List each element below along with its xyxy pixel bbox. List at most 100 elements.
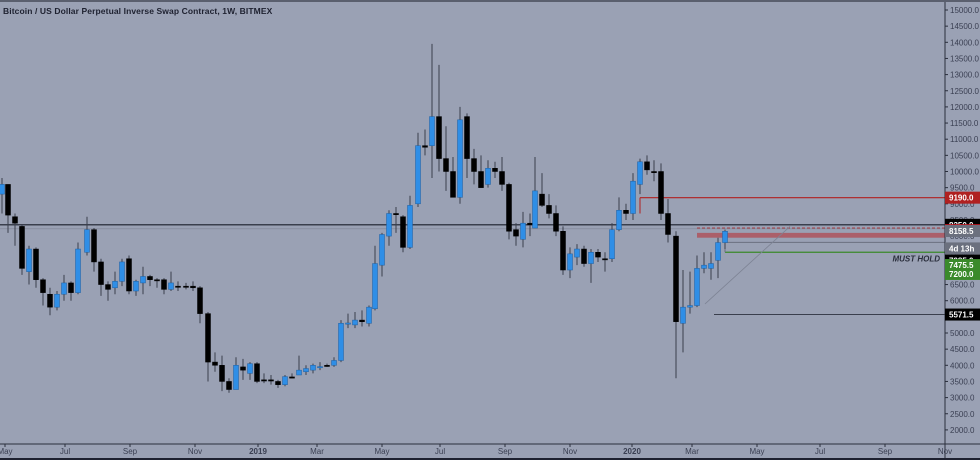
candle-down bbox=[644, 161, 650, 171]
candle-down bbox=[126, 258, 132, 292]
candle-down bbox=[492, 168, 498, 172]
candle-down bbox=[513, 229, 519, 237]
price-tag bbox=[945, 267, 980, 280]
horizontal-levels[interactable] bbox=[0, 197, 945, 316]
candle-down bbox=[219, 365, 225, 382]
price-tick-label: 9500.0 bbox=[950, 184, 975, 193]
price-tag bbox=[945, 308, 980, 321]
price-tick-label: 13500.0 bbox=[950, 54, 979, 63]
price-tick-label: 10500.0 bbox=[950, 151, 979, 160]
candle-down bbox=[226, 381, 232, 390]
price-tag-label: 7200.0 bbox=[949, 270, 974, 279]
candle-up bbox=[317, 366, 323, 369]
candle-up bbox=[310, 365, 316, 371]
candle-down bbox=[268, 379, 274, 382]
candle-down bbox=[197, 287, 203, 314]
level-red-zone[interactable] bbox=[697, 232, 945, 238]
time-tick-label: Mar bbox=[310, 447, 324, 456]
time-tick-label: 2020 bbox=[623, 447, 641, 456]
time-tick-label: May bbox=[749, 447, 764, 456]
candle-down bbox=[289, 376, 295, 379]
candle-up bbox=[567, 253, 573, 271]
price-tick-label: 11500.0 bbox=[950, 119, 979, 128]
candle-down bbox=[651, 171, 657, 173]
price-tick-label: 14000.0 bbox=[950, 38, 979, 47]
candle-up bbox=[282, 376, 288, 385]
candle-up bbox=[520, 222, 526, 240]
candle-up bbox=[630, 180, 636, 214]
candle-down bbox=[623, 210, 629, 214]
candle-down bbox=[261, 379, 267, 382]
price-tick-label: 14500.0 bbox=[950, 22, 979, 31]
candle-down bbox=[581, 248, 587, 264]
candle-down bbox=[12, 216, 18, 224]
price-tick-label: 12500.0 bbox=[950, 87, 979, 96]
candle-up bbox=[687, 305, 693, 308]
candle-down bbox=[499, 171, 505, 185]
price-tags: 9190.08350.08184.58158.54d 13h7985.07806… bbox=[892, 191, 980, 321]
price-tick-label: 3000.0 bbox=[950, 394, 975, 403]
candle-down bbox=[527, 222, 533, 226]
price-tag-label: 4d 13h bbox=[949, 244, 974, 253]
candle-down bbox=[40, 279, 46, 293]
candle-down bbox=[359, 319, 365, 322]
candle-down bbox=[5, 184, 11, 216]
candle-up bbox=[338, 323, 344, 361]
price-tick-label: 5000.0 bbox=[950, 329, 975, 338]
candle-down bbox=[147, 276, 153, 280]
candle-down bbox=[190, 285, 196, 289]
candle-up bbox=[303, 368, 309, 373]
time-tick-label: Nov bbox=[188, 447, 202, 456]
time-tick-label: Jul bbox=[435, 447, 445, 456]
time-tick-label: Sep bbox=[123, 447, 138, 456]
time-tick-label: 2019 bbox=[249, 447, 267, 456]
candle-down bbox=[105, 284, 111, 290]
candle-up bbox=[168, 282, 174, 290]
ascending-trendline[interactable] bbox=[704, 226, 791, 305]
time-tick-label: Nov bbox=[563, 447, 577, 456]
candle-up bbox=[680, 306, 686, 324]
price-tick-label: 12000.0 bbox=[950, 103, 979, 112]
candle-up bbox=[379, 234, 385, 266]
price-tick-label: 6000.0 bbox=[950, 297, 975, 306]
candle-up bbox=[372, 263, 378, 310]
candle-down bbox=[175, 285, 181, 288]
candle-down bbox=[98, 261, 104, 285]
candle-down bbox=[19, 226, 25, 269]
candle-down bbox=[436, 116, 442, 159]
price-tag bbox=[945, 224, 980, 237]
price-tag-label: 5571.5 bbox=[949, 311, 974, 320]
price-tick-label: 3500.0 bbox=[950, 377, 975, 386]
candle-up bbox=[574, 248, 580, 258]
candle-up bbox=[112, 281, 118, 289]
candle-down bbox=[673, 235, 679, 322]
candle-up bbox=[345, 322, 351, 325]
candle-down bbox=[478, 171, 484, 188]
price-tick-label: 6500.0 bbox=[950, 281, 975, 290]
candle-up bbox=[84, 229, 90, 253]
candle-down bbox=[47, 293, 53, 308]
candle-up bbox=[609, 229, 615, 259]
candle-up bbox=[407, 205, 413, 248]
price-tick-label: 15000.0 bbox=[950, 6, 979, 15]
candle-down bbox=[393, 213, 399, 215]
time-tick-label: Sep bbox=[878, 447, 893, 456]
candle-up bbox=[296, 369, 302, 376]
candle-down bbox=[450, 171, 456, 198]
candle-down bbox=[506, 184, 512, 232]
candle-up bbox=[532, 190, 538, 229]
price-tag bbox=[945, 191, 980, 204]
must-hold-label: MUST HOLD bbox=[892, 254, 940, 263]
candle-down bbox=[154, 279, 160, 282]
candle-up bbox=[722, 231, 728, 243]
candle-down bbox=[665, 213, 671, 235]
trendline[interactable] bbox=[704, 226, 791, 305]
candle-up bbox=[485, 168, 491, 185]
price-tick-label: 4500.0 bbox=[950, 345, 975, 354]
candle-up bbox=[119, 261, 125, 282]
time-axis[interactable]: May Jul Sep Nov 2019 Mar May Jul Sep Nov 2020 Mar Ma… bbox=[0, 443, 980, 460]
candle-up bbox=[26, 248, 32, 272]
price-tick-label: 9000.0 bbox=[950, 200, 975, 209]
